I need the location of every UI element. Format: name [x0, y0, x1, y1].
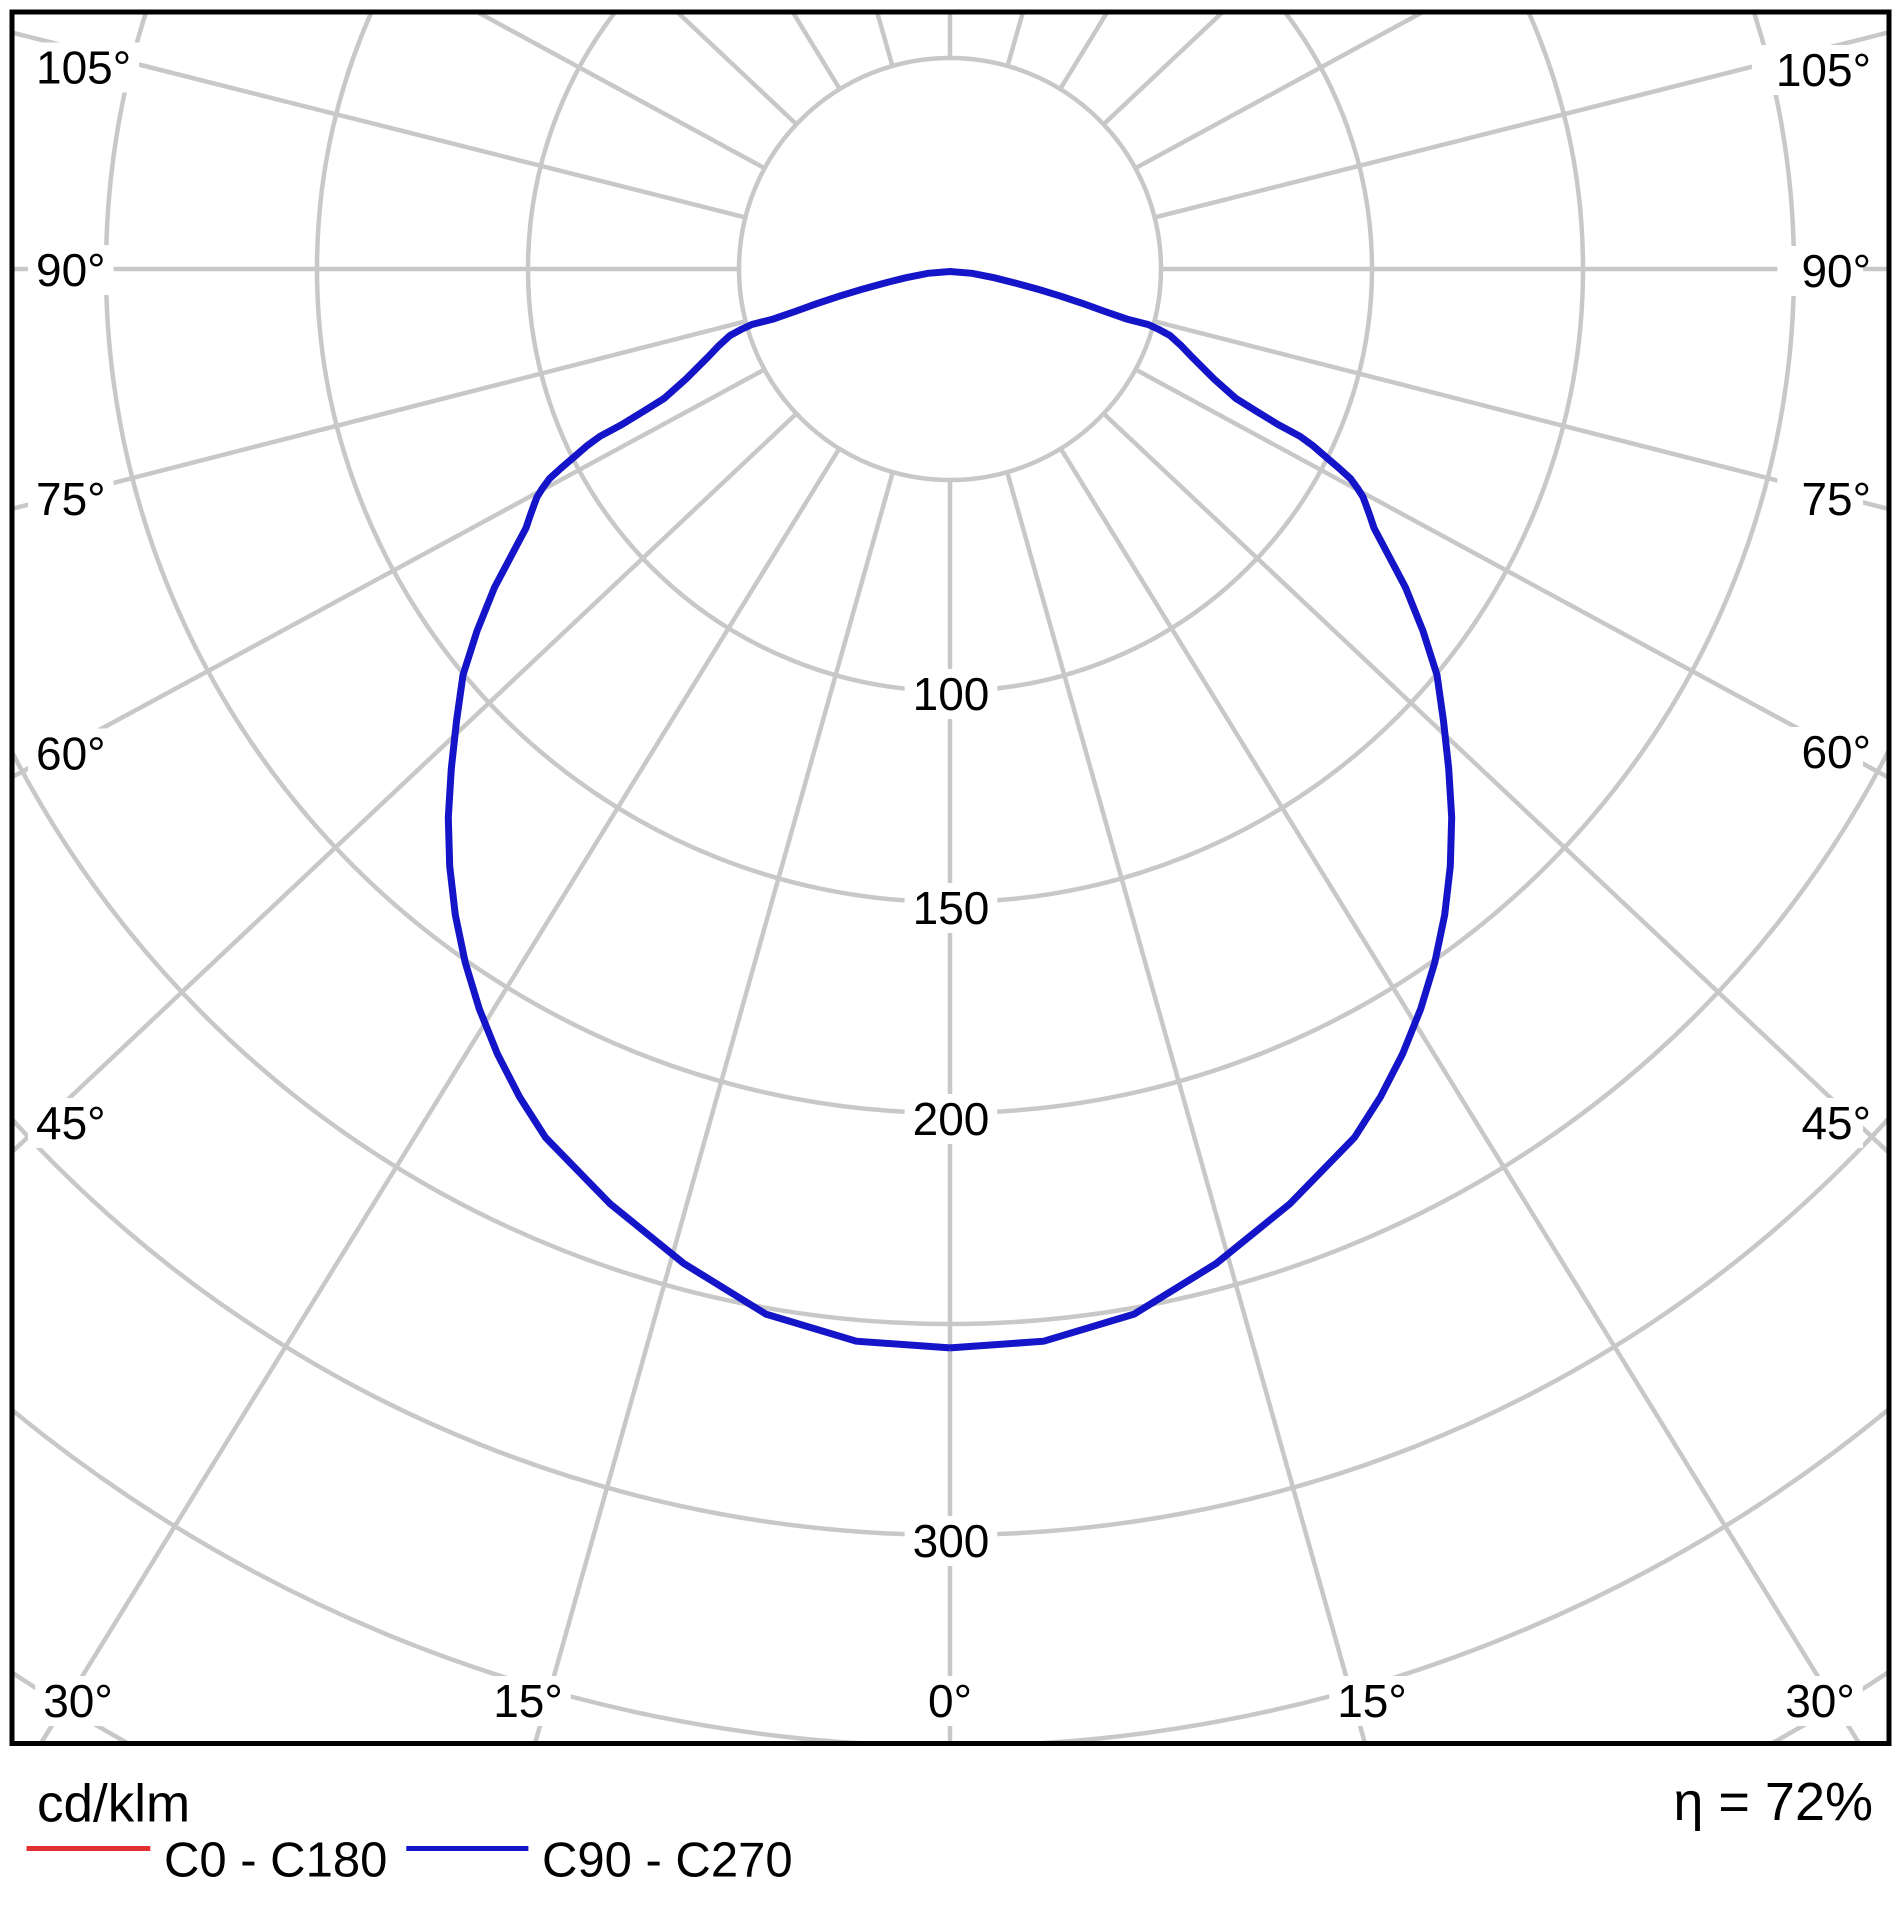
svg-text:0°: 0° — [928, 1675, 972, 1727]
svg-text:45°: 45° — [36, 1097, 106, 1149]
svg-text:75°: 75° — [36, 473, 106, 525]
svg-text:C0 - C180: C0 - C180 — [164, 1834, 387, 1888]
svg-text:100: 100 — [913, 668, 990, 720]
svg-text:30°: 30° — [43, 1675, 113, 1727]
svg-text:η = 72%: η = 72% — [1673, 1772, 1873, 1832]
svg-text:200: 200 — [913, 1093, 990, 1145]
svg-text:45°: 45° — [1801, 1097, 1871, 1149]
svg-text:90°: 90° — [1801, 245, 1871, 297]
svg-text:30°: 30° — [1785, 1675, 1855, 1727]
svg-text:150: 150 — [913, 882, 990, 934]
svg-text:300: 300 — [913, 1515, 990, 1567]
svg-text:15°: 15° — [1337, 1675, 1407, 1727]
svg-text:15°: 15° — [493, 1675, 563, 1727]
svg-text:90°: 90° — [36, 244, 106, 296]
svg-text:75°: 75° — [1801, 473, 1871, 525]
svg-text:105°: 105° — [1776, 44, 1871, 96]
svg-text:60°: 60° — [1801, 726, 1871, 778]
svg-text:105°: 105° — [36, 42, 131, 94]
svg-text:C90 - C270: C90 - C270 — [542, 1834, 793, 1888]
svg-text:60°: 60° — [36, 728, 106, 780]
svg-text:cd/klm: cd/klm — [37, 1774, 190, 1833]
